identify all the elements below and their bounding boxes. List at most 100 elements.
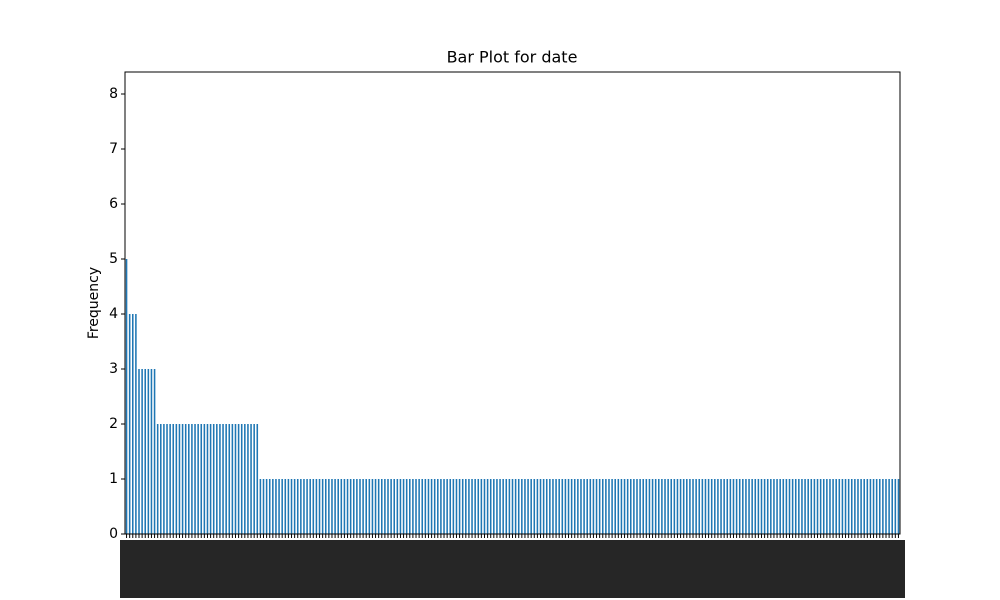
bar (284, 479, 287, 534)
y-tick-label: 6 (109, 196, 118, 212)
bar (592, 479, 595, 534)
bar (885, 479, 887, 534)
bar (502, 479, 504, 534)
bar (365, 479, 367, 534)
bar (689, 479, 691, 534)
bar (770, 479, 772, 534)
bar (496, 479, 498, 534)
bar (368, 479, 371, 534)
bar (163, 424, 165, 534)
bar (132, 314, 134, 534)
bar (779, 479, 781, 534)
bar (679, 479, 682, 534)
y-tick-label: 1 (109, 471, 118, 487)
bar (309, 479, 311, 534)
bar (552, 479, 554, 534)
bar (300, 479, 302, 534)
bar (801, 479, 803, 534)
bar (508, 479, 511, 534)
bar (191, 424, 193, 534)
bar (561, 479, 564, 534)
bar (125, 259, 128, 534)
bar (735, 479, 738, 534)
bar (272, 479, 274, 534)
bar (418, 479, 420, 534)
y-tick-label: 7 (109, 141, 118, 157)
bar (474, 479, 476, 534)
bar (717, 479, 719, 534)
bar (362, 479, 364, 534)
bar (850, 479, 853, 534)
bar (483, 479, 486, 534)
bar (290, 479, 293, 534)
bar (766, 479, 769, 534)
bar (194, 424, 196, 534)
bar (237, 424, 240, 534)
bar (748, 479, 750, 534)
bar (471, 479, 473, 534)
bar (714, 479, 716, 534)
bar (757, 479, 760, 534)
bar (234, 424, 237, 534)
bar (468, 479, 470, 534)
bar (458, 479, 461, 534)
bar (527, 479, 529, 534)
bar (763, 479, 766, 534)
bar (209, 424, 212, 534)
bar (324, 479, 327, 534)
bar (247, 424, 249, 534)
bar (751, 479, 753, 534)
bar (720, 479, 722, 534)
bar (729, 479, 732, 534)
bar (882, 479, 884, 534)
bar (287, 479, 290, 534)
bar (172, 424, 175, 534)
bar (328, 479, 330, 534)
bar (446, 479, 448, 534)
bar (611, 479, 613, 534)
bar (253, 424, 255, 534)
bar (804, 479, 806, 534)
y-tick-label: 8 (109, 86, 118, 102)
bar (545, 479, 548, 534)
bar (499, 479, 501, 534)
bar (782, 479, 785, 534)
bar (128, 314, 131, 534)
bar (384, 479, 386, 534)
bar (614, 479, 616, 534)
bar (608, 479, 610, 534)
bar (166, 424, 168, 534)
bar (573, 479, 576, 534)
bar (807, 479, 809, 534)
bar (626, 479, 629, 534)
bar (819, 479, 822, 534)
bar (181, 424, 184, 534)
bar (555, 479, 557, 534)
bar (147, 369, 150, 534)
bar (377, 479, 380, 534)
bar (794, 479, 797, 534)
plot-area (125, 259, 900, 534)
bar (826, 479, 828, 534)
bar (349, 479, 352, 534)
bar (723, 479, 725, 534)
bar (654, 479, 657, 534)
bar (810, 479, 813, 534)
bar (791, 479, 794, 534)
y-tick-label: 4 (109, 306, 118, 322)
bar (598, 479, 601, 534)
bar (658, 479, 660, 534)
bar (225, 424, 227, 534)
y-tick-label: 5 (109, 251, 118, 267)
bar (564, 479, 567, 534)
bar (738, 479, 741, 534)
bar (822, 479, 825, 534)
bar (424, 479, 427, 534)
bar (813, 479, 816, 534)
bar (835, 479, 837, 534)
y-tick-label: 3 (109, 361, 118, 377)
bar (433, 479, 436, 534)
bar (742, 479, 744, 534)
bar (854, 479, 856, 534)
